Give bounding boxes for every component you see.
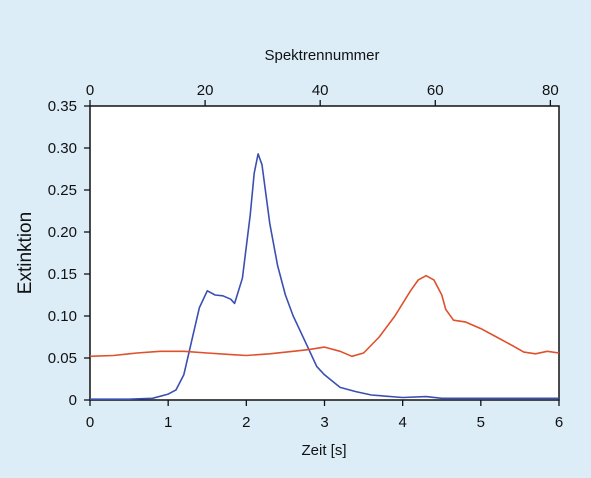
y-axis: 0 0.05 0.10 0.15 0.20 0.25 0.30 0.35 — [48, 98, 90, 409]
y-tick-label: 0.05 — [48, 350, 77, 367]
y-tick-label: 0.35 — [48, 98, 77, 115]
x2-axis-title: Spektrennummer — [264, 47, 379, 64]
y-tick-label: 0.25 — [48, 182, 77, 199]
x-tick-label: 3 — [320, 414, 328, 431]
x2-tick-label: 60 — [427, 82, 444, 99]
x-axis: 0 1 2 3 4 5 6 — [86, 400, 563, 431]
y-axis-title: Extinktion — [15, 212, 36, 294]
series-line-1 — [90, 153, 559, 400]
x-tick-label: 4 — [398, 414, 406, 431]
x2-tick-label: 0 — [86, 82, 94, 99]
x-tick-label: 6 — [555, 414, 563, 431]
x-tick-label: 1 — [164, 414, 172, 431]
x2-tick-label: 40 — [312, 82, 329, 99]
x2-tick-label: 20 — [197, 82, 214, 99]
x2-tick-label: 80 — [542, 82, 559, 99]
y-tick-label: 0.30 — [48, 140, 77, 157]
y-tick-label: 0.20 — [48, 224, 77, 241]
x-tick-label: 0 — [86, 414, 94, 431]
x-axis-title: Zeit [s] — [301, 442, 346, 459]
x-tick-label: 2 — [242, 414, 250, 431]
series-line-2 — [89, 274, 560, 358]
x-tick-label: 5 — [477, 414, 485, 431]
x2-axis: 0 20 40 60 80 — [86, 82, 559, 106]
y-tick-label: 0 — [69, 392, 77, 409]
y-tick-label: 0.15 — [48, 266, 77, 283]
plot-area — [89, 105, 560, 401]
y-tick-label: 0.10 — [48, 308, 77, 325]
series-layer — [89, 153, 560, 400]
